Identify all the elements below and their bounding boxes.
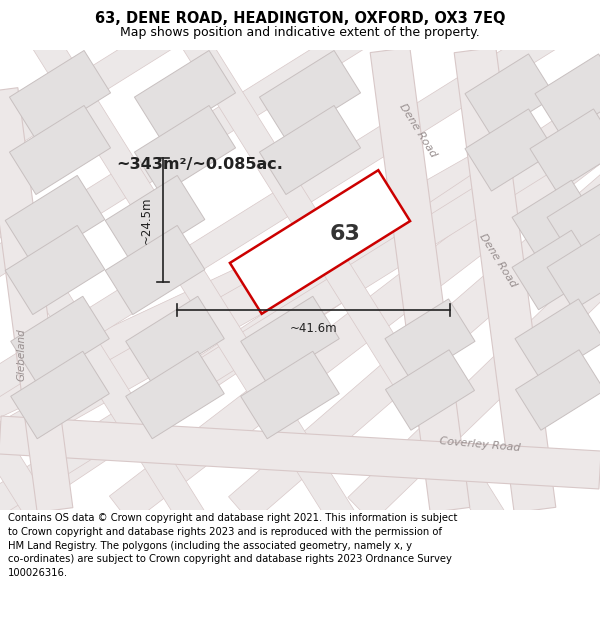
Polygon shape (385, 350, 475, 430)
Polygon shape (0, 155, 488, 525)
Text: ~24.5m: ~24.5m (140, 196, 153, 244)
Polygon shape (10, 51, 110, 139)
Polygon shape (109, 36, 600, 524)
Text: Contains OS data © Crown copyright and database right 2021. This information is : Contains OS data © Crown copyright and d… (8, 514, 457, 578)
Polygon shape (259, 106, 361, 194)
Polygon shape (134, 51, 236, 139)
Polygon shape (0, 416, 600, 489)
Text: Map shows position and indicative extent of the property.: Map shows position and indicative extent… (120, 26, 480, 39)
Polygon shape (241, 351, 339, 439)
Text: ~41.6m: ~41.6m (290, 322, 337, 335)
Polygon shape (10, 106, 110, 194)
Text: Dene Road: Dene Road (478, 231, 518, 289)
Polygon shape (230, 170, 410, 314)
Polygon shape (5, 176, 105, 264)
Polygon shape (530, 109, 600, 191)
Polygon shape (105, 176, 205, 264)
Polygon shape (0, 88, 73, 512)
Polygon shape (0, 0, 600, 214)
Polygon shape (229, 0, 600, 523)
Polygon shape (0, 522, 600, 625)
Polygon shape (512, 180, 598, 260)
Text: Coverley Road: Coverley Road (439, 436, 521, 454)
Polygon shape (134, 106, 236, 194)
Polygon shape (547, 230, 600, 310)
Polygon shape (370, 48, 470, 512)
Polygon shape (547, 180, 600, 260)
Text: 63, DENE ROAD, HEADINGTON, OXFORD, OX3 7EQ: 63, DENE ROAD, HEADINGTON, OXFORD, OX3 7… (95, 11, 505, 26)
Polygon shape (11, 296, 109, 384)
Text: Dene Road: Dene Road (397, 101, 439, 159)
Polygon shape (126, 296, 224, 384)
Text: ~343m²/~0.085ac.: ~343m²/~0.085ac. (116, 158, 283, 172)
Polygon shape (385, 299, 475, 381)
Polygon shape (5, 226, 105, 314)
Polygon shape (465, 54, 555, 136)
Polygon shape (241, 296, 339, 384)
Polygon shape (348, 0, 600, 522)
Polygon shape (0, 282, 600, 625)
Polygon shape (465, 109, 555, 191)
Polygon shape (0, 96, 600, 524)
Polygon shape (0, 42, 600, 625)
Polygon shape (515, 350, 600, 430)
Polygon shape (105, 226, 205, 314)
Polygon shape (512, 230, 598, 310)
Polygon shape (11, 351, 109, 439)
Polygon shape (259, 51, 361, 139)
Text: Glebeland: Glebeland (17, 329, 27, 381)
Polygon shape (535, 54, 600, 136)
Polygon shape (126, 351, 224, 439)
Polygon shape (0, 0, 600, 454)
Text: 63: 63 (329, 224, 361, 244)
Polygon shape (0, 0, 600, 334)
Polygon shape (454, 48, 556, 512)
Polygon shape (515, 299, 600, 381)
Polygon shape (0, 51, 600, 574)
Polygon shape (0, 214, 367, 526)
